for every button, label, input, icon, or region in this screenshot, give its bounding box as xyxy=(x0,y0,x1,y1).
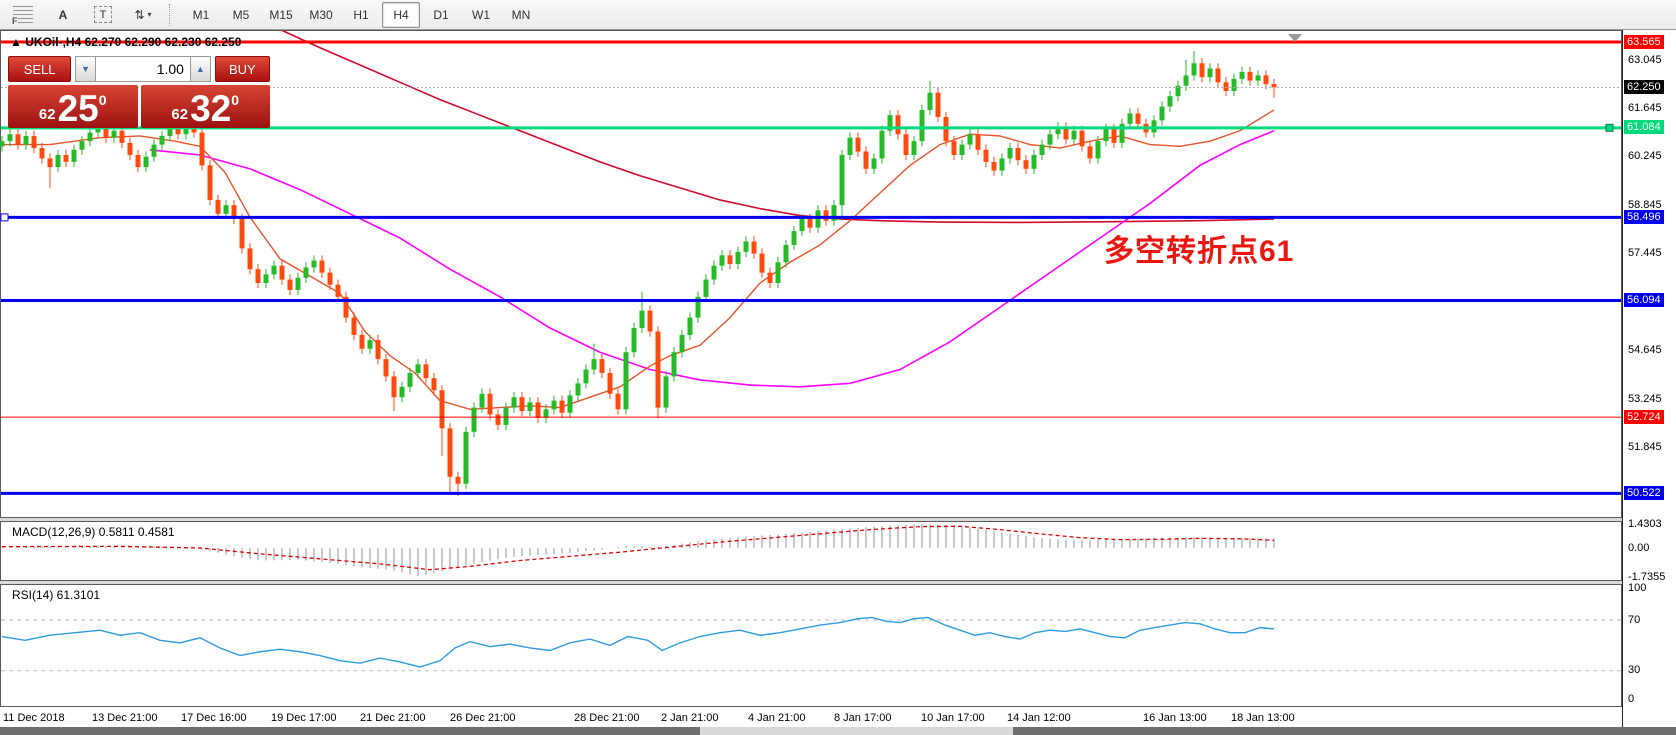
scrollbar-thumb[interactable] xyxy=(700,727,1013,735)
sell-price-panel[interactable]: 62 25 0 xyxy=(8,85,138,128)
volume-input[interactable] xyxy=(95,56,190,82)
arrows-icon: ⇅ xyxy=(134,7,145,22)
text-box-icon: T xyxy=(94,6,112,23)
price-badge: 50.522 xyxy=(1624,485,1664,500)
timeframe-m5-button[interactable]: M5 xyxy=(232,7,250,22)
timeframe-m1-button[interactable]: M1 xyxy=(192,7,210,22)
date-tick-label: 8 Jan 17:00 xyxy=(834,712,892,724)
buy-price-prefix: 62 xyxy=(171,106,189,123)
volume-increase-button[interactable]: ▲ xyxy=(189,56,211,82)
rsi-indicator-label: RSI(14) 61.3101 xyxy=(12,588,101,602)
date-tick-label: 26 Dec 21:00 xyxy=(450,712,516,724)
date-tick-label: 11 Dec 2018 xyxy=(3,712,65,724)
chevron-down-icon: ▾ xyxy=(147,10,152,19)
buy-price-sup: 0 xyxy=(231,92,240,108)
sell-button[interactable]: SELL xyxy=(8,56,72,82)
toolbar: F A T ⇅ ▾ M1 M5 M15 M30 H1 H4 D1 W1 MN xyxy=(0,0,1676,30)
macd-panel xyxy=(0,521,1622,581)
price-axis: 63.045 61.645 60.245 58.845 57.445 54.645 53.2… xyxy=(1622,30,1676,727)
sell-price-big: 25 xyxy=(57,88,99,129)
date-tick-label: 18 Jan 13:00 xyxy=(1231,712,1295,724)
price-tick-label: 57.445 xyxy=(1628,247,1662,260)
volume-decrease-button[interactable]: ▼ xyxy=(75,56,96,82)
buy-button[interactable]: BUY xyxy=(214,56,270,82)
buy-price-big: 32 xyxy=(190,88,232,129)
chart-title: ▲ UKOil-,H4 62.270 62.290 62.230 62.250 xyxy=(10,35,241,49)
symbol-period-label: UKOil-,H4 xyxy=(25,35,82,49)
date-tick-label: 13 Dec 21:00 xyxy=(92,712,158,724)
price-badge: 56.094 xyxy=(1624,293,1664,308)
buy-price-panel[interactable]: 62 32 0 xyxy=(140,85,270,129)
price-tick-label: 58.845 xyxy=(1628,198,1662,211)
date-tick-label: 4 Jan 21:00 xyxy=(748,712,806,724)
price-badge: 61.084 xyxy=(1624,120,1664,135)
rsi-axis-label: 30 xyxy=(1628,664,1641,677)
timeframe-m30-button[interactable]: M30 xyxy=(309,7,333,22)
timeframe-mn-button[interactable]: MN xyxy=(511,7,531,22)
text-box-tool-button[interactable]: T xyxy=(84,2,122,28)
price-tick-label: 51.845 xyxy=(1628,441,1662,454)
rsi-axis-label: 100 xyxy=(1628,581,1647,594)
date-tick-label: 14 Jan 12:00 xyxy=(1007,712,1071,724)
date-tick-label: 16 Jan 13:00 xyxy=(1143,712,1207,724)
panel-splitter[interactable] xyxy=(0,581,1622,584)
price-tick-label: 63.045 xyxy=(1628,53,1662,66)
rsi-panel xyxy=(0,584,1622,707)
date-tick-label: 21 Dec 21:00 xyxy=(360,712,426,724)
text-annotation[interactable]: 多空转折点61 xyxy=(1104,235,1295,268)
collapse-arrow-icon[interactable]: ▲ xyxy=(10,35,22,49)
time-axis: 11 Dec 2018 13 Dec 21:00 17 Dec 16:00 19 De… xyxy=(0,708,1622,727)
price-tick-label: 53.245 xyxy=(1628,392,1662,405)
timeframe-m15-button[interactable]: M15 xyxy=(269,7,293,22)
timeframe-h4-button[interactable]: H4 xyxy=(382,1,420,28)
arrows-tool-button[interactable]: ⇅ ▾ xyxy=(124,2,162,28)
macd-axis-label: 1.4303 xyxy=(1628,517,1662,530)
timeframe-w1-button[interactable]: W1 xyxy=(472,7,490,22)
date-tick-label: 10 Jan 17:00 xyxy=(921,712,985,724)
price-tick-label: 54.645 xyxy=(1628,344,1662,357)
timeframe-d1-button[interactable]: D1 xyxy=(433,7,449,22)
price-badge: 52.724 xyxy=(1624,409,1664,424)
horizontal-scrollbar[interactable] xyxy=(0,727,1676,735)
date-tick-label: 2 Jan 21:00 xyxy=(661,712,719,724)
sell-price-sup: 0 xyxy=(98,92,107,108)
text-label-tool-button[interactable]: A xyxy=(44,2,82,28)
price-badge: 63.565 xyxy=(1624,34,1664,49)
date-tick-label: 28 Dec 21:00 xyxy=(574,712,640,724)
fibonacci-icon: F xyxy=(12,6,33,26)
text-label-icon: A xyxy=(58,7,68,22)
price-tick-label: 60.245 xyxy=(1628,150,1662,163)
fibonacci-tool-button[interactable]: F xyxy=(4,2,42,28)
date-tick-label: 19 Dec 17:00 xyxy=(271,712,337,724)
price-tick-label: 61.645 xyxy=(1628,101,1662,114)
ohlc-values: 62.270 62.290 62.230 62.250 xyxy=(84,35,242,49)
macd-axis-label: 0.00 xyxy=(1628,541,1650,554)
timeframe-h1-button[interactable]: H1 xyxy=(353,7,369,22)
macd-axis-label: -1.7355 xyxy=(1628,570,1666,583)
date-tick-label: 17 Dec 16:00 xyxy=(181,712,247,724)
rsi-axis-label: 0 xyxy=(1628,692,1635,705)
one-click-trading-widget: SELL ▼ ▲ BUY 62 25 0 62 32 0 xyxy=(8,56,270,128)
line-anchor-marker-icon[interactable] xyxy=(1288,34,1302,42)
price-badge: 58.496 xyxy=(1624,209,1664,224)
price-badge: 62.250 xyxy=(1624,80,1664,94)
macd-indicator-label: MACD(12,26,9) 0.5811 0.4581 xyxy=(12,525,175,539)
rsi-axis-label: 70 xyxy=(1628,613,1641,626)
sell-price-prefix: 62 xyxy=(38,106,56,123)
panel-splitter[interactable] xyxy=(0,518,1622,521)
toolbar-separator xyxy=(169,3,175,26)
